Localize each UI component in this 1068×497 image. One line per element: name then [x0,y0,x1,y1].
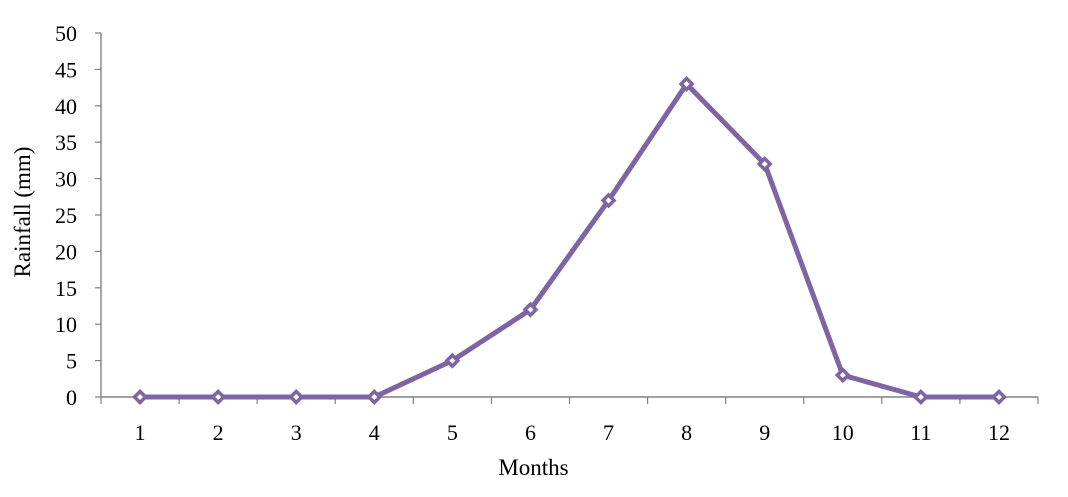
data-point-marker [288,389,305,405]
y-axis-ticks: 0 5 10 15 20 25 30 35 40 45 50 [55,21,101,410]
y-tick-label: 50 [55,21,77,46]
y-tick-label: 45 [55,57,77,82]
data-point-marker [132,389,149,405]
x-tick-label: 1 [135,420,146,445]
x-axis-ticks: 1 2 3 4 5 6 7 8 9 10 11 12 [100,397,1039,445]
x-tick-label: 3 [291,420,302,445]
x-tick-label: 9 [759,420,770,445]
series-line [137,81,1002,400]
y-tick-label: 35 [55,130,77,155]
y-tick-label: 30 [55,167,77,192]
y-tick-label: 40 [55,94,77,119]
data-point-marker [834,367,851,384]
data-point-marker [366,389,383,405]
data-point-marker [600,192,617,209]
y-tick-label: 10 [55,312,77,337]
x-tick-label: 6 [525,420,536,445]
x-tick-label: 2 [213,420,224,445]
x-tick-label: 5 [447,420,458,445]
data-point-marker [522,301,539,318]
x-tick-label: 12 [988,420,1010,445]
y-tick-label: 0 [66,385,77,410]
series-group [132,75,1007,405]
x-tick-label: 7 [603,420,614,445]
x-tick-label: 8 [681,420,692,445]
data-point-marker [678,75,695,92]
x-axis-title: Months [498,455,568,480]
y-tick-label: 25 [55,203,77,228]
y-tick-label: 5 [66,349,77,374]
data-point-marker [444,352,461,369]
y-tick-label: 20 [55,239,77,264]
data-point-marker [990,389,1007,405]
x-tick-label: 11 [910,420,931,445]
x-tick-label: 10 [832,420,854,445]
y-axis-title: Rainfall (mm) [10,147,35,278]
data-point-marker [210,389,227,405]
x-tick-label: 4 [369,420,380,445]
data-point-marker [912,389,929,405]
y-tick-label: 15 [55,276,77,301]
data-point-marker [756,156,773,173]
